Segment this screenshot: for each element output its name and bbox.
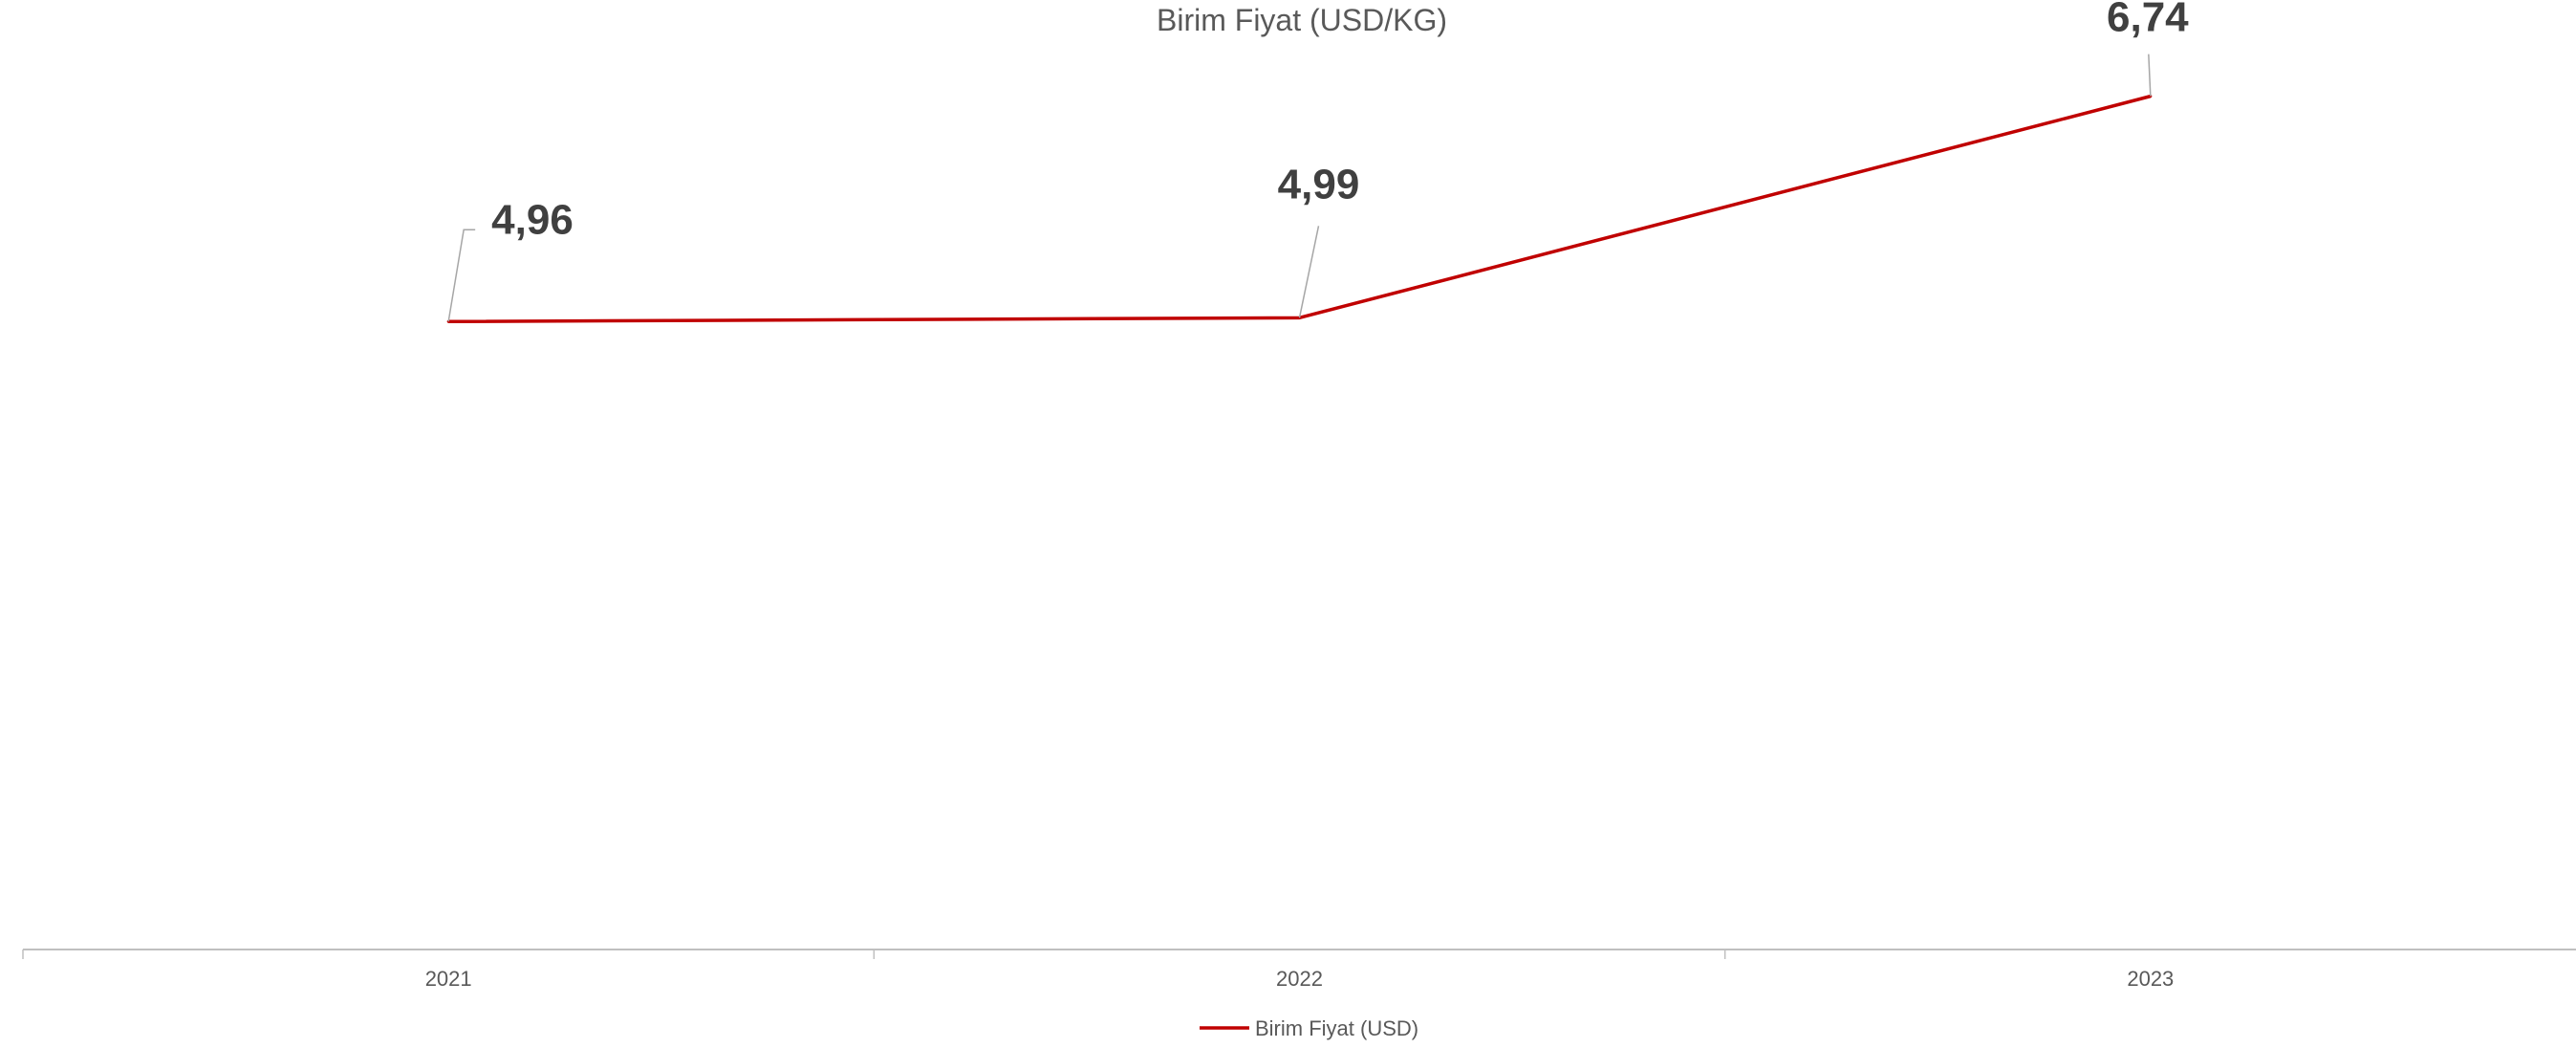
series-group bbox=[446, 94, 2153, 324]
data-label: 4,99 bbox=[1278, 161, 1360, 207]
leader-line bbox=[2148, 54, 2152, 97]
x-axis-ticks bbox=[22, 950, 1726, 959]
x-tick-label: 2022 bbox=[1276, 967, 1323, 991]
data-labels: 4,96 4,99 6,74 bbox=[447, 0, 2189, 322]
leader-line bbox=[447, 229, 476, 322]
legend-label: Birim Fiyat (USD) bbox=[1255, 1016, 1418, 1040]
x-tick-label: 2023 bbox=[2127, 967, 2174, 991]
data-label: 6,74 bbox=[2107, 0, 2189, 41]
legend: Birim Fiyat (USD) bbox=[1200, 1016, 1418, 1040]
chart-title: Birim Fiyat (USD/KG) bbox=[1157, 3, 1447, 37]
data-label: 4,96 bbox=[491, 196, 574, 243]
x-tick-label: 2021 bbox=[425, 967, 472, 991]
x-axis-tick-labels: 2021 2022 2023 bbox=[425, 967, 2175, 991]
series-line bbox=[448, 94, 2152, 324]
leader-line bbox=[1298, 226, 1320, 318]
